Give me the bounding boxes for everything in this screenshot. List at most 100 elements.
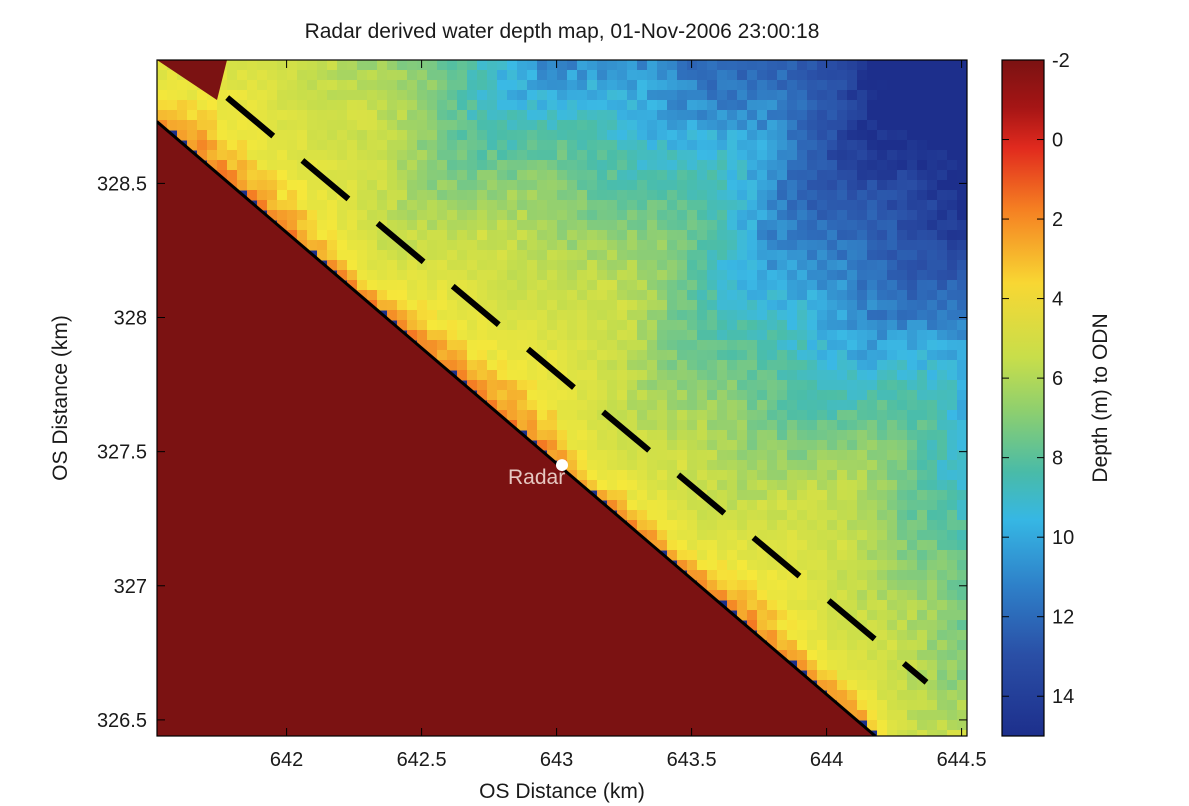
depth-cell [357, 90, 368, 101]
depth-cell [457, 220, 468, 231]
depth-cell [277, 150, 288, 161]
depth-cell [847, 480, 858, 491]
depth-cell [747, 180, 758, 191]
depth-cell [337, 140, 348, 151]
depth-cell [277, 200, 288, 211]
depth-cell [387, 310, 398, 321]
depth-cell [557, 150, 568, 161]
depth-cell [797, 490, 808, 501]
depth-cell [727, 300, 738, 311]
depth-cell [807, 320, 818, 331]
depth-cell [757, 260, 768, 271]
depth-cell [637, 300, 648, 311]
depth-cell [767, 360, 778, 371]
depth-cell [537, 360, 548, 371]
depth-cell [567, 200, 578, 211]
depth-cell [937, 520, 948, 531]
depth-cell [397, 180, 408, 191]
depth-cell [697, 140, 708, 151]
depth-cell [667, 380, 678, 391]
depth-cell [887, 210, 898, 221]
depth-cell [627, 90, 638, 101]
depth-cell [827, 530, 838, 541]
depth-cell [857, 470, 868, 481]
depth-cell [937, 690, 948, 701]
depth-cell [637, 320, 648, 331]
depth-cell [607, 130, 618, 141]
depth-cell [577, 110, 588, 121]
depth-cell [817, 610, 828, 621]
depth-cell [227, 60, 238, 71]
depth-cell [847, 400, 858, 411]
depth-cell [197, 120, 208, 131]
depth-cell [687, 410, 698, 421]
depth-cell [547, 150, 558, 161]
depth-cell [807, 670, 818, 681]
depth-cell [797, 600, 808, 611]
depth-cell [897, 560, 908, 571]
depth-cell [367, 270, 378, 281]
depth-cell [717, 150, 728, 161]
depth-cell [787, 60, 798, 71]
depth-cell [277, 120, 288, 131]
depth-cell [457, 330, 468, 341]
depth-cell [557, 160, 568, 171]
depth-cell [847, 540, 858, 551]
depth-cell [417, 100, 428, 111]
depth-cell [707, 250, 718, 261]
depth-cell [627, 410, 638, 421]
depth-cell [497, 190, 508, 201]
depth-cell [677, 130, 688, 141]
depth-cell [897, 580, 908, 591]
depth-cell [687, 310, 698, 321]
depth-cell [797, 570, 808, 581]
depth-cell [917, 730, 928, 736]
depth-cell [537, 170, 548, 181]
depth-cell [447, 210, 458, 221]
depth-cell [767, 60, 778, 71]
depth-cell [437, 260, 448, 271]
depth-cell [677, 460, 688, 471]
depth-cell [817, 260, 828, 271]
depth-cell [807, 170, 818, 181]
depth-cell [547, 160, 558, 171]
depth-cell [957, 280, 967, 291]
depth-cell [537, 160, 548, 171]
depth-cell [317, 140, 328, 151]
depth-cell [747, 120, 758, 131]
depth-cell [947, 430, 958, 441]
depth-cell [917, 550, 928, 561]
depth-cell [767, 120, 778, 131]
depth-cell [487, 90, 498, 101]
depth-cell [607, 70, 618, 81]
depth-cell [297, 140, 308, 151]
depth-cell [927, 670, 938, 681]
depth-cell [867, 300, 878, 311]
depth-cell [917, 440, 928, 451]
depth-cell [707, 160, 718, 171]
depth-cell [947, 130, 958, 141]
depth-cell [747, 560, 758, 571]
depth-cell [917, 570, 928, 581]
depth-cell [827, 350, 838, 361]
depth-cell [877, 330, 888, 341]
depth-cell [567, 110, 578, 121]
depth-cell [867, 490, 878, 501]
depth-cell [797, 140, 808, 151]
depth-cell [427, 290, 438, 301]
depth-cell [397, 210, 408, 221]
depth-cell [957, 70, 967, 81]
depth-cell [677, 520, 688, 531]
depth-cell [947, 180, 958, 191]
depth-cell [877, 340, 888, 351]
depth-cell [927, 540, 938, 551]
depth-cell [627, 220, 638, 231]
depth-cell [827, 260, 838, 271]
depth-cell [647, 150, 658, 161]
depth-cell [677, 550, 688, 561]
depth-cell [627, 260, 638, 271]
depth-cell [587, 430, 598, 441]
depth-cell [397, 140, 408, 151]
depth-cell [667, 300, 678, 311]
